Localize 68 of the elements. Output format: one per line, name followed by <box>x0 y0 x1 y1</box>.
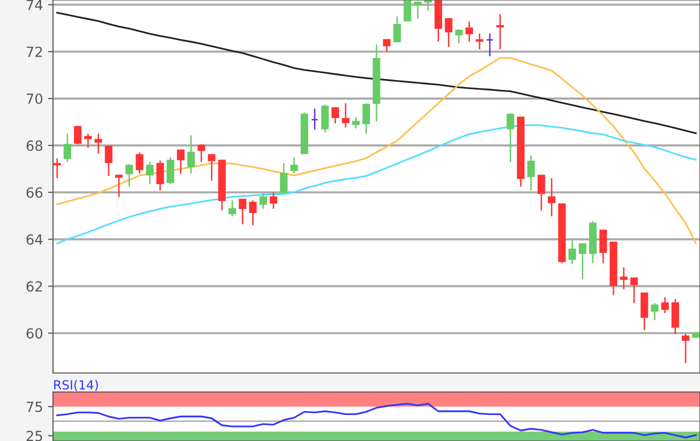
candlestick <box>208 154 216 182</box>
candlestick <box>486 32 494 57</box>
candlestick <box>187 134 195 174</box>
candlestick <box>74 126 82 145</box>
candlestick <box>136 152 144 174</box>
y-tick-label: 74 <box>26 0 42 10</box>
candlestick <box>362 102 370 134</box>
y-tick-label: 70 <box>26 93 42 104</box>
candlestick <box>424 0 432 12</box>
candlestick <box>630 277 638 304</box>
candlestick <box>84 133 92 148</box>
candlestick <box>548 178 556 217</box>
candlestick <box>404 0 412 22</box>
candlestick <box>476 32 484 50</box>
candlestick <box>661 296 669 314</box>
candlestick <box>64 133 72 163</box>
candlestick <box>414 0 422 20</box>
candlestick <box>321 104 329 134</box>
candlestick <box>640 292 648 331</box>
candlestick <box>342 102 350 128</box>
line-series <box>56 12 697 134</box>
candlestick <box>538 174 546 212</box>
candlestick <box>249 200 257 226</box>
candlestick <box>352 116 360 130</box>
candlestick <box>444 18 452 48</box>
y-tick-label: 64 <box>26 234 42 245</box>
candlestick <box>496 13 504 50</box>
candlestick <box>115 174 123 198</box>
line-series <box>56 402 697 438</box>
candlestick <box>146 161 154 185</box>
y-tick-label: 68 <box>26 140 42 151</box>
candlestick <box>578 242 586 280</box>
y-tick-label: 75 <box>26 402 42 412</box>
candlestick <box>166 156 174 185</box>
candlestick <box>228 200 236 217</box>
candlestick <box>104 144 112 177</box>
candlestick <box>310 108 318 130</box>
candlestick <box>125 164 134 188</box>
candlestick <box>506 112 514 164</box>
candlestick <box>393 16 401 43</box>
candlestick <box>527 154 535 192</box>
candlestick <box>176 148 185 174</box>
y-tick-label: 62 <box>26 281 42 292</box>
candlestick <box>682 333 690 364</box>
candlestick <box>94 133 102 154</box>
candlestick <box>290 156 298 174</box>
candlestick <box>156 160 164 192</box>
candlestick <box>238 198 246 225</box>
candlestick <box>620 266 628 290</box>
y-tick-label: 66 <box>26 187 42 198</box>
candlestick <box>455 28 463 44</box>
chart-title: RSI(14) <box>54 380 98 392</box>
candlestick <box>259 192 267 210</box>
y-tick-label: 60 <box>26 328 42 339</box>
y-tick-label: 72 <box>26 46 42 57</box>
y-tick-label: 25 <box>26 430 42 441</box>
candlestick <box>383 38 391 52</box>
candlestick <box>599 229 607 264</box>
candlestick <box>465 20 474 42</box>
candlestick <box>280 162 288 194</box>
candlestick <box>198 144 206 163</box>
candlestick <box>650 302 658 321</box>
candlestick <box>671 298 680 335</box>
candlestick <box>53 158 61 179</box>
line-series <box>56 57 697 244</box>
candlestick <box>332 106 340 124</box>
candlestick <box>270 192 278 210</box>
candlestick <box>568 238 576 265</box>
